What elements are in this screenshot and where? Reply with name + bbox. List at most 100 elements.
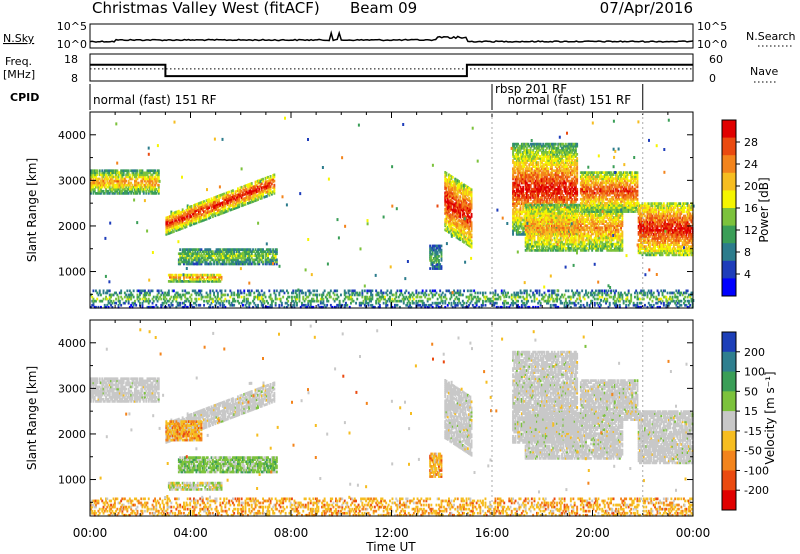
range-cell <box>240 258 243 262</box>
range-cell <box>254 199 257 202</box>
range-cell <box>249 182 252 186</box>
range-cell <box>149 187 151 191</box>
range-cell <box>198 214 200 218</box>
range-cell <box>134 192 136 195</box>
range-cell <box>196 260 199 264</box>
range-cell <box>272 174 275 177</box>
range-cell <box>554 142 557 146</box>
range-cell <box>257 181 259 185</box>
range-cell <box>152 185 155 189</box>
range-cell <box>184 223 187 227</box>
range-cell <box>91 181 94 185</box>
range-cell <box>90 175 92 179</box>
range-cell <box>272 180 275 183</box>
range-cell <box>211 252 214 256</box>
range-cell <box>97 179 100 183</box>
range-cell <box>262 177 264 181</box>
range-cell <box>264 195 267 198</box>
range-cell <box>118 185 121 189</box>
range-cell <box>144 177 146 181</box>
range-cell <box>269 181 272 184</box>
range-cell <box>199 248 202 251</box>
range-cell <box>204 262 207 266</box>
range-cell <box>134 173 136 177</box>
range-cell <box>235 262 238 266</box>
range-cell <box>199 277 202 281</box>
range-cell <box>103 185 106 189</box>
range-cell <box>224 256 227 260</box>
range-cell <box>102 171 105 175</box>
range-cell <box>101 179 104 183</box>
range-cell <box>250 252 253 256</box>
range-cell <box>232 248 234 251</box>
range-cell <box>204 218 207 221</box>
range-cell <box>113 171 116 175</box>
range-cell <box>250 254 253 258</box>
range-cell <box>259 254 262 258</box>
range-cell <box>244 250 247 253</box>
range-cell <box>254 197 257 200</box>
cpid-program-label: normal (fast) 151 RF <box>93 93 217 107</box>
range-cell <box>120 185 123 189</box>
range-cell <box>574 234 577 238</box>
range-cell <box>171 226 174 230</box>
range-cell <box>235 206 238 209</box>
range-cell <box>183 250 185 253</box>
range-cell <box>126 175 129 179</box>
range-cell <box>110 179 112 183</box>
range-cell <box>209 262 212 266</box>
range-cell <box>174 225 177 229</box>
range-cell <box>191 218 194 222</box>
range-cell <box>115 179 117 183</box>
range-cell <box>92 175 95 179</box>
range-cell <box>201 202 204 206</box>
range-cell <box>120 177 123 181</box>
range-cell <box>111 181 114 185</box>
range-cell <box>244 248 247 251</box>
range-cell <box>204 273 207 277</box>
range-cell <box>237 248 239 251</box>
range-cell <box>151 173 154 177</box>
range-cell <box>180 227 183 230</box>
range-cell <box>189 248 192 251</box>
range-cell <box>205 252 208 256</box>
range-cell <box>184 225 187 229</box>
range-cell <box>199 207 202 211</box>
range-cell <box>204 205 207 209</box>
range-cell <box>156 171 159 175</box>
range-cell <box>196 252 199 256</box>
range-cell <box>172 226 175 229</box>
range-cell <box>188 260 190 264</box>
range-cell <box>136 169 139 173</box>
range-cell <box>196 275 199 279</box>
range-cell <box>196 258 199 262</box>
range-cell <box>233 254 236 258</box>
range-cell <box>257 196 259 199</box>
range-cell <box>232 260 234 264</box>
range-cell <box>95 181 97 185</box>
range-cell <box>203 214 205 218</box>
range-cell <box>252 191 254 195</box>
range-cell <box>240 198 243 201</box>
range-cell <box>92 171 95 175</box>
range-cell <box>176 222 179 226</box>
range-cell <box>267 250 269 253</box>
range-cell <box>171 222 174 226</box>
range-cell <box>522 185 525 189</box>
range-cell <box>563 207 566 211</box>
range-cell <box>203 210 205 214</box>
range-cell <box>223 252 226 256</box>
range-cell <box>150 177 153 181</box>
range-cell <box>166 232 169 236</box>
range-cell <box>252 194 254 197</box>
range-cell <box>123 177 126 181</box>
range-cell <box>172 213 175 217</box>
range-cell <box>255 198 258 202</box>
range-cell <box>108 179 111 183</box>
range-cell <box>204 280 207 283</box>
range-cell <box>111 183 114 187</box>
range-cell <box>101 171 104 175</box>
range-cell <box>117 179 120 183</box>
range-cell <box>214 275 217 279</box>
range-cell <box>102 189 105 193</box>
